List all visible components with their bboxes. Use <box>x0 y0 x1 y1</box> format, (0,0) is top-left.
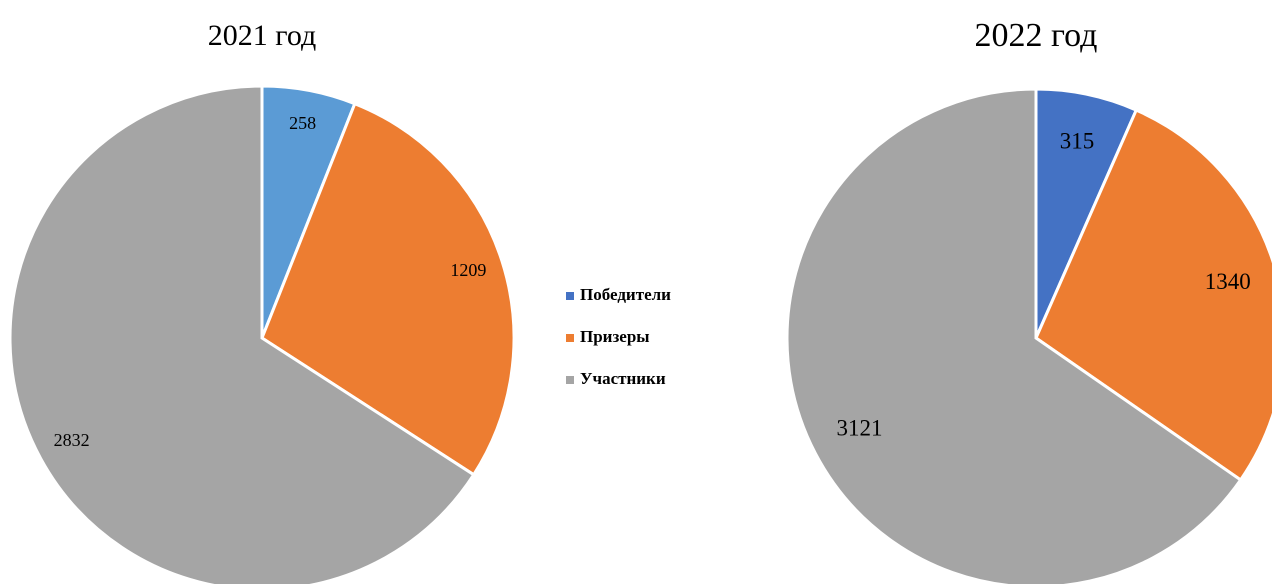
legend-swatch <box>566 292 574 300</box>
legend-label: Участники <box>580 369 666 388</box>
chart-title: 2022 год <box>975 17 1098 54</box>
data-label: 258 <box>289 113 316 133</box>
pie-slice <box>8 84 476 584</box>
data-label: 3121 <box>837 416 883 441</box>
legend-swatch <box>566 376 574 384</box>
legend-label: Победители <box>580 285 671 304</box>
pie-slice <box>785 87 1243 584</box>
pie-slice <box>1034 108 1272 483</box>
legend-label: Призеры <box>580 327 650 346</box>
data-label: 2832 <box>54 430 90 450</box>
data-label: 1209 <box>450 260 486 280</box>
legend-swatch <box>566 334 574 342</box>
data-label: 315 <box>1060 128 1095 153</box>
chart-title: 2021 год <box>208 19 316 52</box>
data-label: 1340 <box>1205 269 1251 294</box>
pie-slice <box>260 101 516 477</box>
